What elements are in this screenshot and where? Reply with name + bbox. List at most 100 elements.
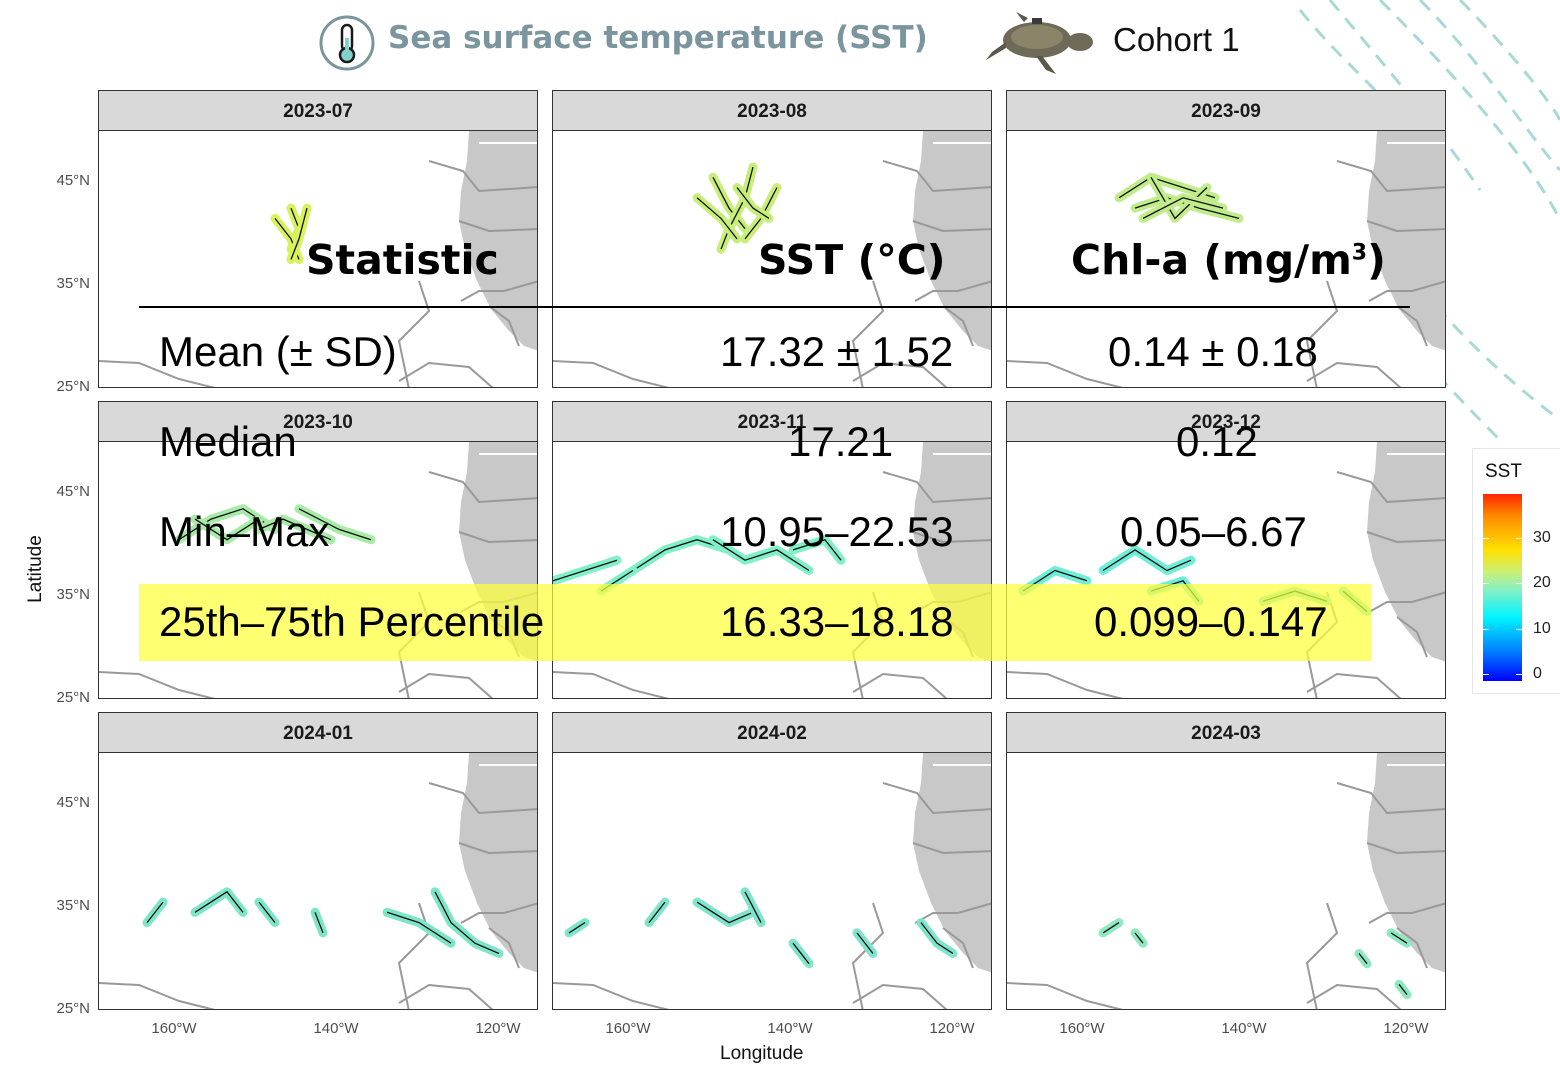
panel-strip: 2024-02 — [553, 713, 991, 753]
border-line — [397, 280, 431, 387]
border-line — [1396, 616, 1428, 658]
panel-strip: 2023-09 — [1007, 91, 1445, 131]
x-tick-label: 160°W — [151, 1020, 197, 1037]
x-axis-title: Longitude — [720, 1043, 804, 1064]
border-line — [398, 983, 494, 1009]
border-line — [912, 220, 991, 233]
panel-strip: 2023-11 — [553, 402, 991, 442]
border-line — [428, 471, 537, 504]
x-tick-label: 140°W — [767, 1020, 813, 1037]
border-line — [852, 361, 948, 387]
border-line — [428, 782, 537, 815]
y-tick-label: 45°N — [56, 483, 90, 500]
legend-tick-0: 0 — [1533, 665, 1542, 682]
thermometer-icon — [319, 15, 375, 71]
border-line — [1366, 220, 1445, 233]
y-tick-label: 35°N — [56, 586, 90, 603]
y-tick-label: 45°N — [56, 794, 90, 811]
turtle-track — [792, 942, 810, 965]
border-line — [458, 842, 537, 855]
land-mass — [459, 753, 537, 973]
border-line — [1305, 280, 1339, 387]
border-line — [553, 671, 670, 698]
turtle-track — [736, 187, 770, 219]
border-line — [488, 927, 520, 969]
panel-month-label: 2024-03 — [1191, 723, 1261, 744]
border-line — [1306, 983, 1402, 1009]
border-line — [1366, 842, 1445, 855]
border-line — [1306, 361, 1402, 387]
border-line — [1368, 902, 1445, 924]
map-canvas — [99, 131, 537, 387]
border-line — [912, 531, 991, 544]
panel-month-label: 2023-10 — [283, 412, 353, 433]
border-line — [458, 220, 537, 233]
border-line — [488, 305, 520, 347]
turtle-track — [1134, 197, 1240, 220]
sea-turtle-image — [986, 12, 1093, 74]
border-line — [458, 531, 537, 544]
turtle-track — [553, 559, 618, 582]
border-line — [99, 671, 216, 698]
border-line — [553, 360, 670, 387]
turtle-track — [648, 901, 666, 923]
land-mass — [913, 131, 991, 351]
border-line — [882, 160, 991, 193]
x-tick-label: 160°W — [605, 1020, 651, 1037]
track-sst-halo — [190, 514, 264, 545]
map-canvas — [1007, 442, 1445, 698]
border-line — [460, 280, 537, 302]
legend-tick-30: 30 — [1533, 529, 1551, 546]
x-tick-label: 120°W — [1383, 1020, 1429, 1037]
turtle-track — [1134, 932, 1144, 944]
land-mass — [1367, 753, 1445, 973]
map-panel: 2023-07 — [98, 90, 538, 388]
land-mass — [1367, 442, 1445, 662]
map-canvas — [99, 753, 537, 1009]
panel-month-label: 2023-07 — [283, 101, 353, 122]
border-line — [942, 927, 974, 969]
map-canvas — [553, 131, 991, 387]
map-panel: 2024-01 — [98, 712, 538, 1010]
border-line — [460, 902, 537, 924]
border-line — [912, 842, 991, 855]
border-line — [914, 902, 991, 924]
turtle-track — [712, 539, 810, 572]
legend-tick-20: 20 — [1533, 574, 1551, 591]
y-tick-label: 35°N — [56, 275, 90, 292]
sst-title: Sea surface temperature (SST) — [388, 20, 928, 56]
panel-strip: 2023-08 — [553, 91, 991, 131]
legend-colorbar — [1483, 494, 1522, 681]
border-line — [1396, 927, 1428, 969]
header: Sea surface temperature (SST) Cohort 1 — [0, 6, 1560, 74]
turtle-track — [792, 538, 842, 561]
border-line — [1368, 280, 1445, 302]
border-line — [851, 280, 885, 387]
map-panel: 2023-09 — [1006, 90, 1446, 388]
turtle-track — [1390, 932, 1408, 944]
turtle-track — [744, 891, 762, 923]
turtle-track — [1102, 922, 1120, 934]
panel-month-label: 2023-11 — [737, 412, 807, 433]
border-line — [1336, 782, 1445, 815]
map-canvas — [1007, 131, 1445, 387]
turtle-track — [568, 922, 586, 934]
border-line — [882, 471, 991, 504]
border-line — [1007, 982, 1124, 1009]
turtle-track — [720, 166, 754, 250]
map-canvas — [99, 442, 537, 698]
border-line — [99, 982, 216, 1009]
panel-month-label: 2023-09 — [1191, 101, 1261, 122]
border-line — [852, 672, 948, 698]
y-axis-title: Latitude — [25, 535, 46, 603]
panel-month-label: 2023-08 — [737, 101, 807, 122]
track-sst-halo — [382, 907, 456, 948]
map-panel: 2023-08 — [552, 90, 992, 388]
land-mass — [1367, 131, 1445, 351]
border-line — [1336, 160, 1445, 193]
panel-strip: 2023-10 — [99, 402, 537, 442]
panel-strip: 2023-12 — [1007, 402, 1445, 442]
turtle-track — [920, 922, 954, 955]
track-sst-halo — [1098, 545, 1196, 575]
panel-strip: 2024-01 — [99, 713, 537, 753]
